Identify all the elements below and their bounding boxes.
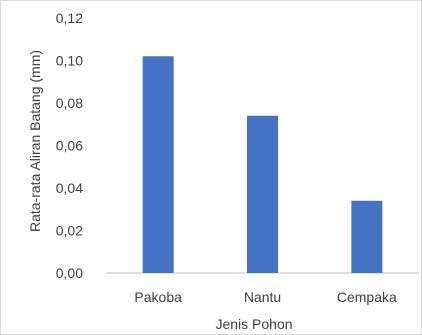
y-tick-label: 0,12 (56, 10, 83, 26)
x-tick-labels: Pakoba Nantu Cempaka (134, 289, 397, 305)
y-tick-label: 0,00 (56, 265, 83, 281)
y-tick-label: 0,02 (56, 223, 83, 239)
y-tick-label: 0,08 (56, 95, 83, 111)
bar-pakoba (142, 56, 174, 273)
x-tick-label: Pakoba (134, 289, 182, 305)
bar-nantu (247, 115, 278, 273)
y-tick-label: 0,10 (56, 53, 83, 69)
x-tick-label: Nantu (244, 289, 281, 305)
bars (142, 56, 383, 273)
x-axis-title: Jenis Pohon (215, 316, 292, 332)
y-axis-title: Rata-rata Aliran Batang (mm) (27, 50, 43, 232)
y-tick-label: 0,04 (56, 180, 83, 196)
y-tick-label: 0,06 (56, 138, 83, 154)
x-tick-label: Cempaka (337, 289, 397, 305)
bar-cempaka (351, 200, 383, 273)
y-tick-labels: 0,00 0,02 0,04 0,06 0,08 0,10 0,12 (56, 10, 83, 281)
